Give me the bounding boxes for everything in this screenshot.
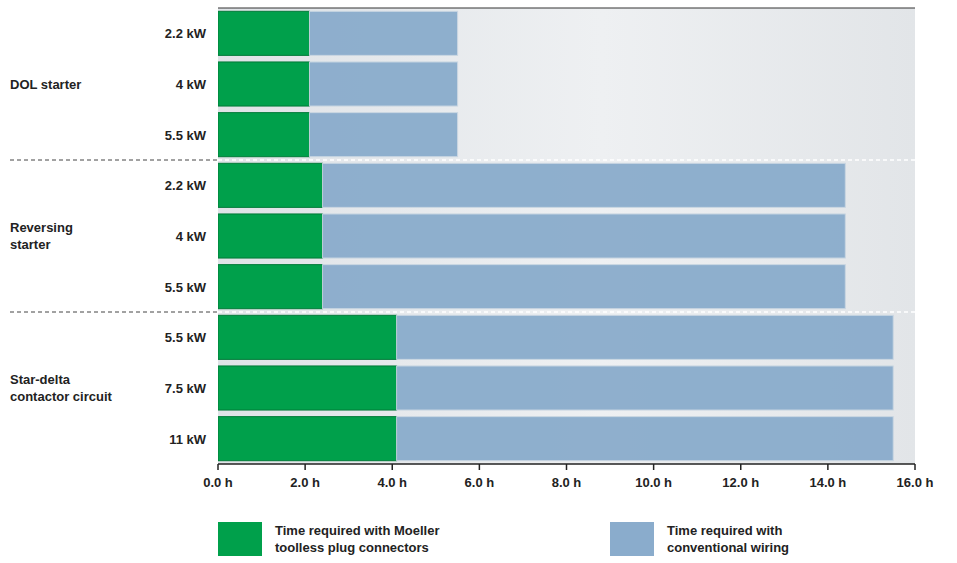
tick-label: 8.0 h bbox=[552, 475, 582, 490]
tick bbox=[740, 464, 742, 470]
legend-swatch bbox=[610, 522, 654, 556]
chart: 0.0 h 2.0 h 4.0 h 6.0 h 8.0 h 10.0 h 12.0 h 14.… bbox=[0, 0, 957, 563]
bar bbox=[218, 62, 309, 106]
tick bbox=[653, 464, 655, 470]
bar bbox=[218, 315, 397, 359]
bar bbox=[218, 113, 309, 157]
category-label: 4 kW bbox=[176, 229, 207, 244]
group-label: Reversingstarter bbox=[10, 220, 73, 251]
bar bbox=[397, 315, 894, 359]
category-label: 5.5 kW bbox=[165, 128, 207, 143]
tick bbox=[827, 464, 829, 470]
tick-label: 12.0 h bbox=[722, 475, 759, 490]
tick-label: 16.0 h bbox=[897, 475, 934, 490]
legend-label: Time required with Moellertoolless plug … bbox=[275, 523, 439, 554]
category-label: 2.2 kW bbox=[165, 26, 207, 41]
tick-label: 10.0 h bbox=[635, 475, 672, 490]
bar bbox=[309, 11, 457, 55]
group-label: Star-deltacontactor circuit bbox=[10, 372, 113, 403]
plot-background bbox=[218, 8, 915, 464]
bar bbox=[309, 113, 457, 157]
tick-label: 14.0 h bbox=[809, 475, 846, 490]
legend-label: Time required withconventional wiring bbox=[667, 523, 789, 554]
tick-label: 6.0 h bbox=[465, 475, 495, 490]
bar bbox=[323, 265, 846, 309]
tick bbox=[392, 464, 394, 470]
category-label: 7.5 kW bbox=[165, 381, 207, 396]
bar bbox=[218, 417, 397, 461]
category-label: 4 kW bbox=[176, 77, 207, 92]
bar bbox=[218, 366, 397, 410]
bar bbox=[397, 417, 894, 461]
bar bbox=[323, 163, 846, 207]
tick bbox=[914, 464, 916, 470]
bar bbox=[397, 366, 894, 410]
tick bbox=[566, 464, 568, 470]
tick-label: 4.0 h bbox=[377, 475, 407, 490]
group-separator bbox=[218, 311, 915, 313]
group-separator bbox=[10, 160, 218, 161]
bars bbox=[218, 11, 893, 460]
bar bbox=[218, 265, 323, 309]
tick bbox=[479, 464, 481, 470]
tick-label: 0.0 h bbox=[203, 475, 233, 490]
category-label: 5.5 kW bbox=[165, 280, 207, 295]
legend-swatch bbox=[218, 522, 262, 556]
frame-top bbox=[218, 8, 915, 9]
bar bbox=[218, 163, 323, 207]
tick bbox=[304, 464, 306, 470]
group-separator bbox=[10, 312, 218, 313]
group-label: DOL starter bbox=[10, 77, 81, 92]
bar bbox=[323, 214, 846, 258]
group-separator bbox=[218, 159, 915, 161]
category-label: 11 kW bbox=[169, 432, 207, 447]
bar bbox=[218, 11, 309, 55]
bar bbox=[218, 214, 323, 258]
category-label: 2.2 kW bbox=[165, 178, 207, 193]
bar bbox=[309, 62, 457, 106]
category-label: 5.5 kW bbox=[165, 330, 207, 345]
tick bbox=[217, 464, 219, 470]
tick-label: 2.0 h bbox=[290, 475, 320, 490]
